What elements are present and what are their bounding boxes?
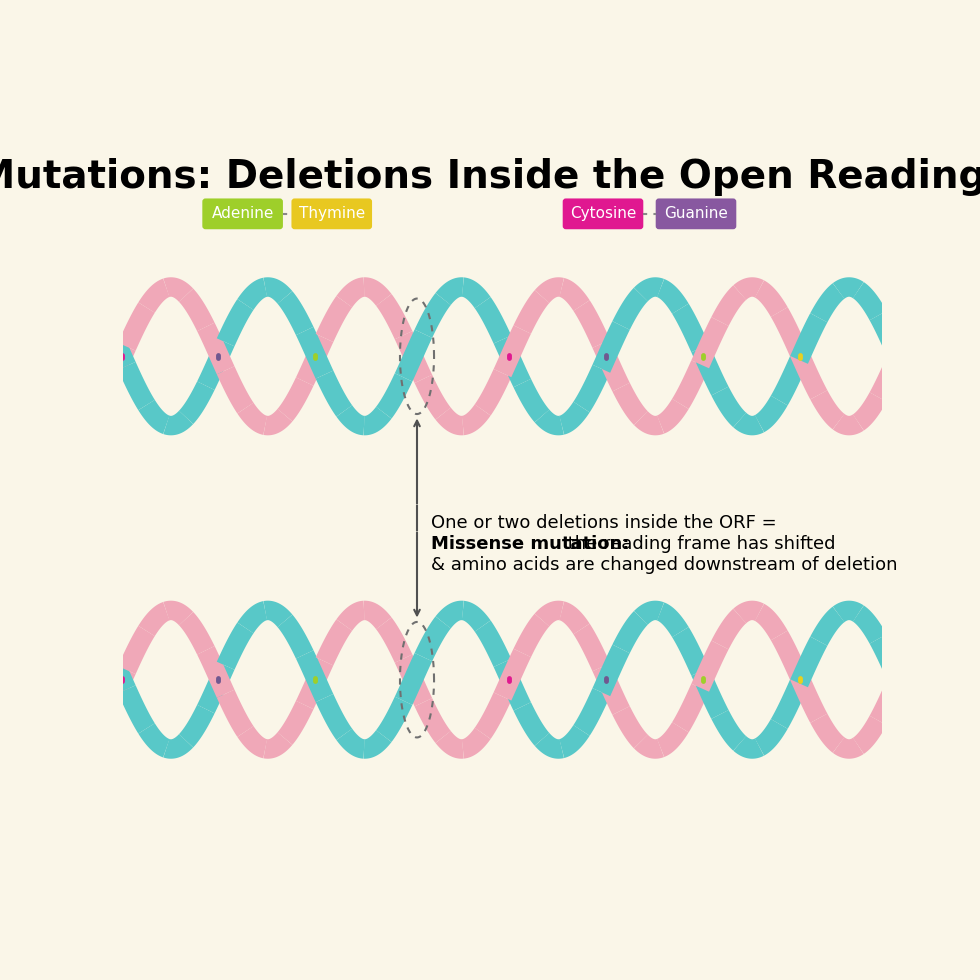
FancyBboxPatch shape bbox=[563, 198, 643, 229]
FancyBboxPatch shape bbox=[656, 198, 736, 229]
Text: Adenine: Adenine bbox=[212, 207, 273, 221]
Text: & amino acids are changed downstream of deletion: & amino acids are changed downstream of … bbox=[431, 557, 898, 574]
Text: Guanine: Guanine bbox=[664, 207, 728, 221]
FancyBboxPatch shape bbox=[291, 198, 372, 229]
Text: One or two deletions inside the ORF =: One or two deletions inside the ORF = bbox=[431, 514, 776, 532]
Text: Thymine: Thymine bbox=[299, 207, 365, 221]
FancyBboxPatch shape bbox=[202, 198, 283, 229]
Text: DNA Mutations: Deletions Inside the Open Reading Frame: DNA Mutations: Deletions Inside the Open… bbox=[0, 158, 980, 196]
Text: Missense mutation:: Missense mutation: bbox=[431, 535, 629, 553]
Text: Cytosine: Cytosine bbox=[569, 207, 636, 221]
Text: the reading frame has shifted: the reading frame has shifted bbox=[562, 535, 835, 553]
